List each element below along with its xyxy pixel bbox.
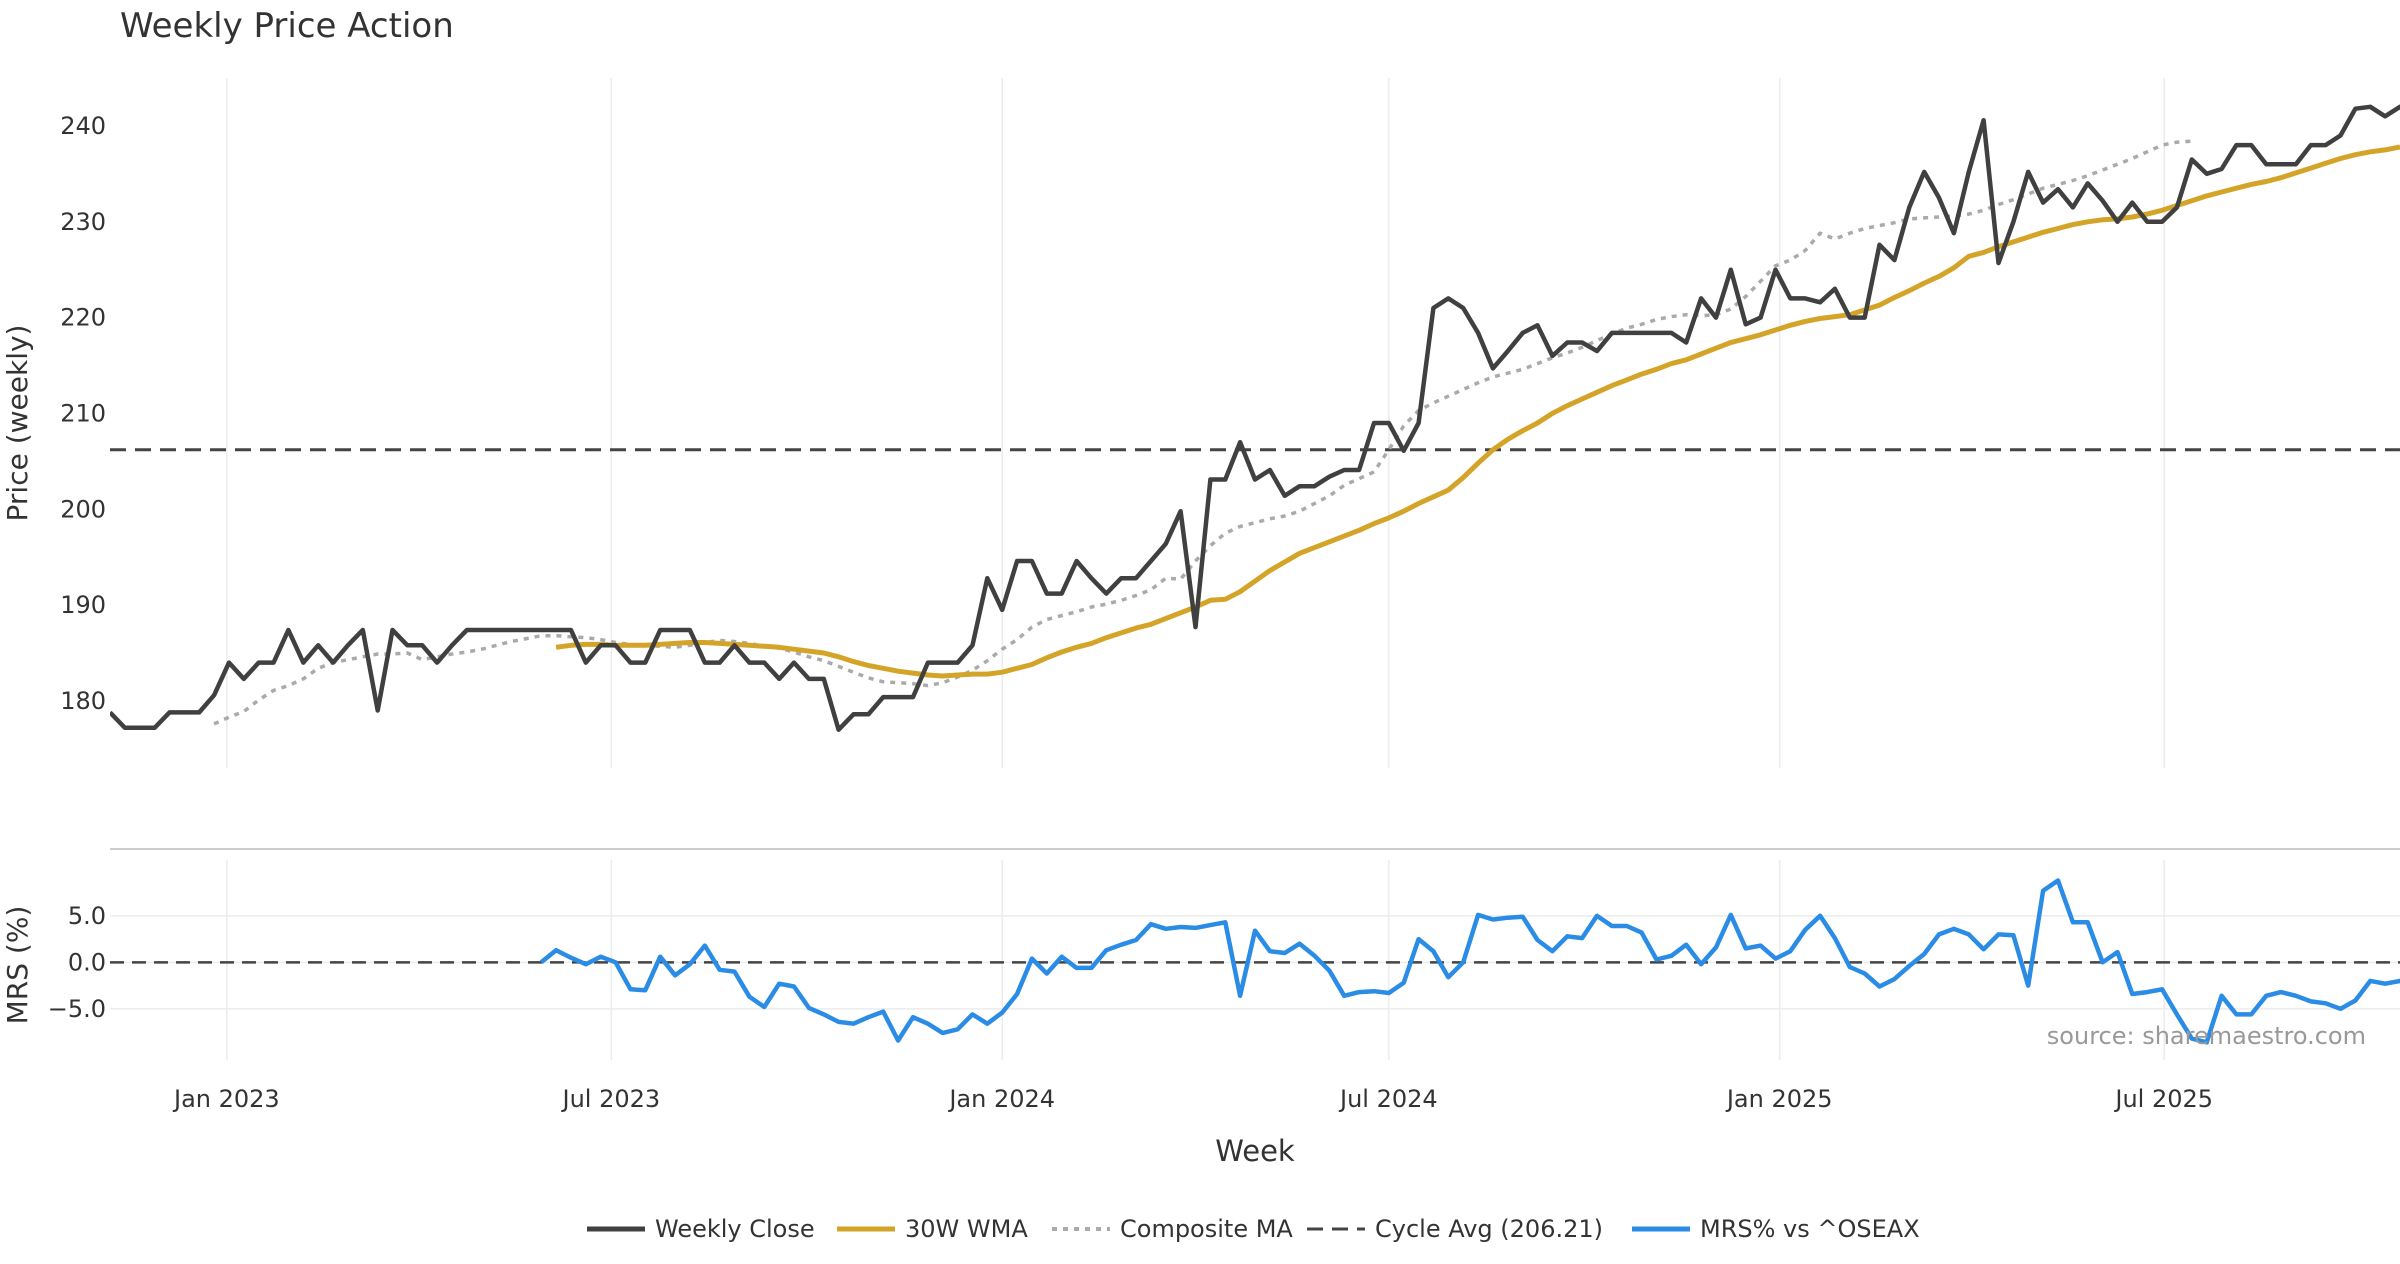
mrs-y-tick-label: 0.0 [68, 948, 106, 976]
mrs-y-tick-label: −5.0 [48, 995, 106, 1023]
source-text: source: sharemaestro.com [2047, 1022, 2366, 1050]
legend-label: MRS% vs ^OSEAX [1700, 1215, 1920, 1243]
price-y-tick-label: 190 [60, 591, 106, 619]
price-y-tick-label: 180 [60, 687, 106, 715]
x-tick-label: Jul 2024 [1338, 1085, 1438, 1113]
legend-label: 30W WMA [905, 1215, 1028, 1243]
price-y-tick-label: 230 [60, 208, 106, 236]
x-tick-label: Jan 2025 [1725, 1085, 1833, 1113]
x-tick-label: Jul 2023 [560, 1085, 660, 1113]
legend-label: Composite MA [1120, 1215, 1293, 1243]
price-y-axis-label: Price (weekly) [1, 325, 34, 522]
price-y-tick-label: 220 [60, 304, 106, 332]
mrs-y-tick-label: 5.0 [68, 902, 106, 930]
x-tick-label: Jul 2025 [2113, 1085, 2213, 1113]
legend-label: Cycle Avg (206.21) [1375, 1215, 1603, 1243]
weekly-close-line [110, 104, 2400, 732]
price-y-tick-label: 200 [60, 495, 106, 523]
x-axis-label: Week [1215, 1134, 1295, 1168]
price-y-tick-label: 240 [60, 112, 106, 140]
legend-label: Weekly Close [655, 1215, 815, 1243]
x-tick-label: Jan 2024 [947, 1085, 1055, 1113]
price-y-tick-label: 210 [60, 399, 106, 427]
mrs-y-axis-label: MRS (%) [1, 906, 34, 1025]
mrs-line [539, 878, 2400, 1045]
composite-ma-line [213, 139, 2192, 726]
x-tick-label: Jan 2023 [172, 1085, 280, 1113]
chart-title: Weekly Price Action [120, 6, 454, 46]
wma-30w-line [555, 144, 2400, 679]
